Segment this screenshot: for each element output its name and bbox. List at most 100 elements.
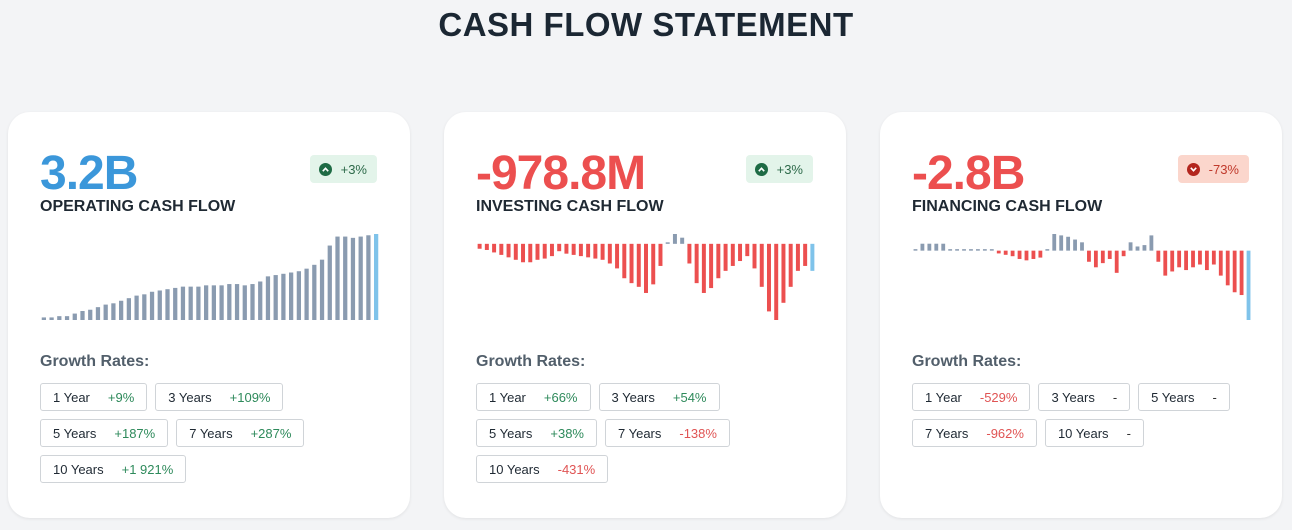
sparkline-bar bbox=[374, 234, 379, 320]
sparkline-bar bbox=[312, 264, 317, 320]
sparkline-bar bbox=[578, 243, 583, 257]
sparkline-bar bbox=[535, 243, 540, 260]
sparkline-bar bbox=[1093, 250, 1098, 268]
growth-rates-list: 1 Year -529% 3 Years - 5 Years - 7 Years -96… bbox=[912, 383, 1262, 447]
sparkline-bar bbox=[651, 243, 656, 285]
card-label: OPERATING CASH FLOW bbox=[40, 198, 236, 215]
sparkline-bar bbox=[1017, 250, 1022, 259]
change-badge: +3% bbox=[745, 155, 813, 183]
operating-cash-flow-card: 3.2B OPERATING CASH FLOW +3% Growth Rate… bbox=[8, 112, 410, 518]
chip-rate: +54% bbox=[672, 389, 707, 405]
chip-period: 3 Years bbox=[611, 389, 655, 405]
sparkline-bar bbox=[234, 284, 240, 320]
sparkline-bar bbox=[1010, 250, 1015, 257]
sparkline-bar bbox=[149, 291, 155, 320]
sparkline-bar bbox=[506, 243, 511, 258]
sparkline-bar bbox=[996, 250, 1001, 254]
sparkline-bar bbox=[781, 243, 786, 303]
sparkline-bar bbox=[477, 243, 482, 249]
sparkline-bar bbox=[1100, 250, 1105, 264]
sparkline-bar bbox=[289, 272, 294, 320]
sparkline-bar bbox=[680, 237, 685, 244]
growth-chip: 5 Years +38% bbox=[476, 419, 597, 447]
sparkline-bar bbox=[165, 289, 170, 320]
sparkline-bar bbox=[1239, 250, 1244, 296]
sparkline-bar bbox=[934, 243, 939, 251]
growth-rates-title: Growth Rates: bbox=[912, 353, 1022, 370]
chip-rate: +66% bbox=[543, 389, 578, 405]
investing-cash-flow-card: -978.8M INVESTING CASH FLOW +3% Growth R… bbox=[444, 112, 846, 518]
sparkline-bar bbox=[492, 243, 497, 253]
sparkline-bar bbox=[103, 304, 108, 320]
chip-period: 3 Years bbox=[1051, 389, 1095, 405]
sparkline-bar bbox=[803, 243, 808, 266]
chip-period: 5 Years bbox=[53, 425, 97, 441]
sparkline-bar bbox=[600, 243, 605, 260]
chip-period: 5 Years bbox=[1151, 389, 1195, 405]
financing-cash-flow-card: -2.8B FINANCING CASH FLOW -73% Growth Ra… bbox=[880, 112, 1282, 518]
growth-chip: 3 Years - bbox=[1038, 383, 1131, 411]
sparkline-bar bbox=[1156, 250, 1161, 262]
chip-rate: +109% bbox=[229, 389, 271, 405]
sparkline-bar bbox=[1087, 250, 1091, 262]
chip-rate: -431% bbox=[557, 461, 596, 477]
sparkline-bar bbox=[258, 281, 263, 320]
change-badge: +3% bbox=[309, 155, 377, 183]
sparkline-bar bbox=[622, 243, 627, 279]
sparkline-bar bbox=[913, 249, 918, 251]
sparkline-bar bbox=[1024, 250, 1029, 261]
chip-period: 5 Years bbox=[489, 425, 533, 441]
sparkline-bar bbox=[1225, 250, 1230, 286]
growth-rates-list: 1 Year +9% 3 Years +109% 5 Years +187% 7 Ye… bbox=[40, 383, 390, 483]
sparkline-bar bbox=[49, 317, 54, 320]
card-value: -978.8M bbox=[476, 147, 646, 200]
page-title: CASH FLOW STATEMENT bbox=[438, 6, 854, 43]
sparkline-bar bbox=[1142, 245, 1147, 251]
chip-rate: +1 921% bbox=[121, 461, 174, 477]
sparkline-chart bbox=[913, 234, 1251, 320]
growth-chip: 1 Year -529% bbox=[912, 383, 1031, 411]
sparkline-bar bbox=[296, 271, 301, 320]
sparkline-bar bbox=[343, 236, 348, 320]
sparkline-bar bbox=[927, 243, 932, 251]
sparkline-chart bbox=[41, 234, 379, 320]
sparkline-bar bbox=[484, 243, 489, 250]
sparkline-bar bbox=[948, 249, 953, 251]
growth-chip: 3 Years +54% bbox=[598, 383, 720, 411]
sparkline-bar bbox=[1135, 246, 1140, 251]
sparkline-bar bbox=[976, 249, 980, 251]
chip-period: 10 Years bbox=[53, 461, 104, 477]
growth-chip: 10 Years - bbox=[1044, 419, 1144, 447]
sparkline-bar bbox=[941, 243, 946, 251]
chip-rate: +9% bbox=[107, 389, 135, 405]
sparkline-bar bbox=[723, 243, 728, 271]
sparkline-bar bbox=[1052, 234, 1057, 251]
sparkline-bar bbox=[1031, 250, 1036, 259]
sparkline-bar bbox=[644, 243, 648, 293]
badge-text: +3% bbox=[776, 161, 803, 177]
sparkline-bar bbox=[709, 243, 714, 289]
sparkline-bar bbox=[571, 243, 576, 255]
sparkline-bar bbox=[57, 316, 62, 320]
sparkline-bar bbox=[64, 316, 70, 320]
card-value: 3.2B bbox=[40, 147, 138, 200]
badge-text: +3% bbox=[340, 161, 367, 177]
chip-rate: - bbox=[1112, 389, 1118, 405]
sparkline-bar bbox=[499, 243, 504, 255]
sparkline-bar bbox=[204, 285, 209, 320]
sparkline-bar bbox=[273, 275, 278, 320]
growth-rates-title: Growth Rates: bbox=[476, 353, 586, 370]
sparkline-bar bbox=[1191, 250, 1195, 268]
growth-rates-title: Growth Rates: bbox=[40, 353, 150, 370]
sparkline-bar bbox=[1170, 250, 1175, 272]
sparkline-bar bbox=[920, 243, 925, 251]
sparkline-bar bbox=[1080, 242, 1084, 251]
growth-chip: 3 Years +109% bbox=[155, 383, 284, 411]
sparkline-bar bbox=[319, 259, 325, 320]
chip-period: 1 Year bbox=[53, 389, 90, 405]
chevron-up-icon bbox=[754, 162, 768, 176]
sparkline-bar bbox=[1038, 250, 1043, 258]
growth-chip: 10 Years -431% bbox=[476, 455, 609, 483]
sparkline-bar bbox=[126, 298, 131, 320]
chip-rate: +187% bbox=[114, 425, 156, 441]
